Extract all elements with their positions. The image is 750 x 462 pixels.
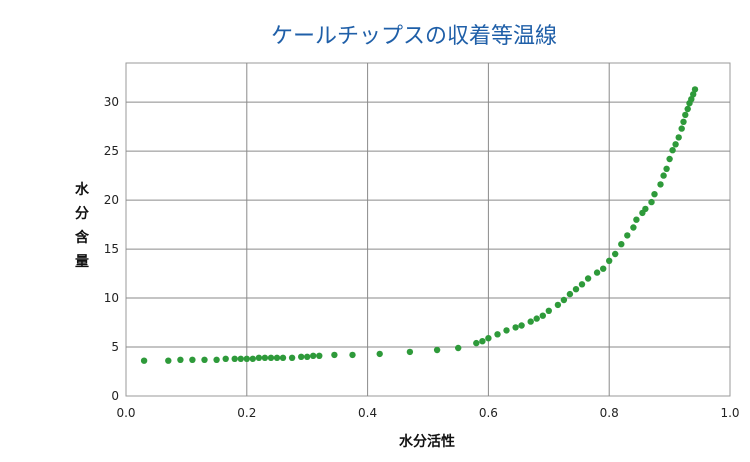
data-point: [455, 344, 462, 352]
data-point: [279, 354, 287, 361]
data-point: [672, 141, 679, 148]
data-point: [331, 351, 338, 359]
x-tick-label: 0.8: [600, 406, 619, 420]
x-tick-label: 0.4: [358, 406, 377, 420]
data-point: [213, 356, 220, 363]
data-points: [140, 86, 699, 364]
y-axis-ticks: 0 5 10 15 20 25 30: [104, 95, 119, 403]
y-tick-label: 5: [111, 340, 119, 354]
data-point: [688, 96, 695, 103]
grid: [125, 62, 731, 397]
data-point: [201, 356, 208, 363]
data-point: [560, 296, 568, 304]
x-axis-ticks: 0.0 0.2 0.4 0.6 0.8 1.0: [116, 406, 739, 420]
data-point: [624, 232, 631, 239]
data-point: [539, 312, 546, 319]
data-point: [304, 353, 311, 360]
data-point: [177, 356, 184, 363]
data-point: [261, 354, 269, 361]
data-point: [690, 91, 697, 98]
data-point: [473, 339, 480, 347]
data-point: [479, 338, 486, 345]
data-point: [545, 307, 552, 314]
data-point: [660, 172, 667, 179]
data-point: [684, 105, 691, 113]
data-point: [606, 257, 613, 264]
data-point: [231, 355, 238, 362]
data-point: [669, 147, 676, 154]
data-point: [648, 198, 655, 206]
data-point: [566, 290, 574, 298]
data-point: [222, 355, 229, 362]
data-point: [485, 335, 492, 342]
data-point: [578, 281, 586, 288]
data-point: [503, 327, 510, 334]
data-point: [593, 269, 601, 276]
data-point: [680, 118, 687, 126]
data-point: [642, 205, 649, 213]
x-tick-label: 0.2: [237, 406, 256, 420]
x-tick-label: 0.0: [116, 406, 135, 420]
x-tick-label: 0.6: [479, 406, 498, 420]
data-point: [651, 191, 658, 198]
chart-title: ケールチップスの収着等温線: [271, 24, 557, 49]
data-point: [682, 111, 689, 119]
data-point: [618, 241, 625, 248]
data-point: [243, 355, 250, 362]
data-point: [267, 354, 275, 361]
data-point: [189, 356, 196, 363]
data-point: [140, 357, 148, 364]
data-point: [600, 265, 607, 272]
data-point: [310, 352, 317, 359]
y-tick-label: 30: [104, 95, 119, 109]
data-point: [533, 315, 540, 322]
data-point: [376, 350, 383, 358]
data-point: [678, 125, 685, 132]
y-tick-label: 20: [104, 193, 119, 207]
data-point: [237, 355, 244, 362]
data-point: [249, 355, 256, 362]
data-point: [406, 348, 414, 356]
data-point: [572, 286, 580, 293]
data-point: [657, 181, 664, 188]
data-point: [584, 275, 592, 282]
y-tick-label: 15: [104, 242, 119, 256]
data-point: [273, 354, 281, 361]
data-point: [527, 318, 534, 325]
y-tick-label: 10: [104, 291, 119, 305]
data-point: [288, 354, 296, 361]
y-tick-label: 25: [104, 144, 119, 158]
y-axis-label: 水分含量: [75, 181, 90, 270]
x-tick-label: 1.0: [720, 406, 739, 420]
data-point: [691, 86, 699, 93]
data-point: [630, 224, 637, 231]
data-point: [494, 331, 501, 338]
data-point: [666, 155, 673, 163]
data-point: [255, 354, 263, 361]
data-point: [298, 353, 305, 360]
data-point: [675, 134, 682, 141]
data-point: [612, 250, 619, 258]
data-point: [518, 322, 525, 329]
data-point: [512, 324, 519, 331]
data-point: [554, 301, 562, 309]
data-point: [349, 351, 356, 359]
data-point: [433, 346, 441, 354]
y-tick-label: 0: [111, 389, 119, 403]
data-point: [165, 357, 172, 364]
x-axis-label: 水分活性: [399, 433, 455, 450]
data-point: [633, 216, 640, 223]
plot-frame: [125, 62, 731, 397]
data-point: [316, 352, 323, 359]
data-point: [663, 165, 670, 172]
